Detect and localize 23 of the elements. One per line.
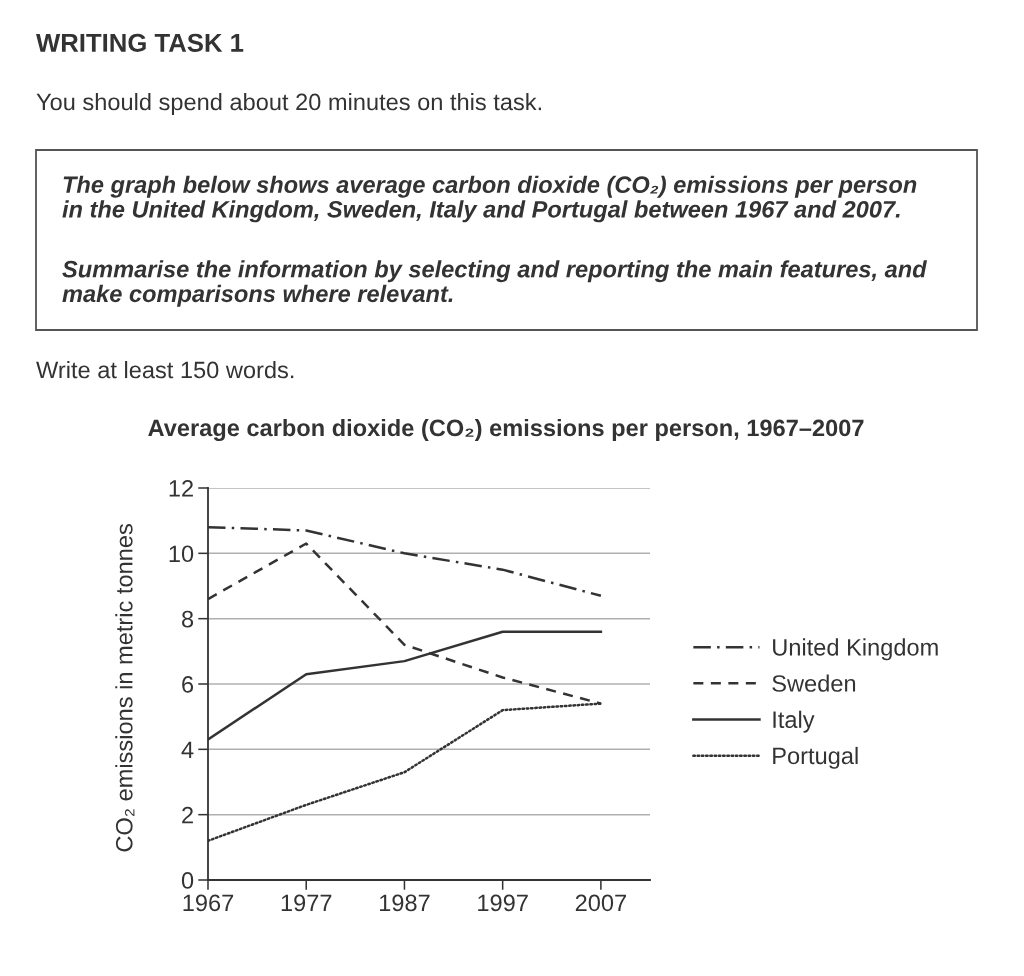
text: Write at least 150 words. [36,360,294,379]
text: The graph below shows average carbon dioxide (CO₂) emissions per person in the United Kingdom, Sweden, Italy and Portugal between 1967 and 2007. [62,175,917,223]
text: WRITING TASK 1 [36,33,244,52]
y-tick-label: 10 [169,545,194,563]
legend-label: Portugal [773,746,858,769]
y-tick-label: 2 [182,806,193,824]
legend-label: Sweden [772,674,856,692]
x-tick-label: 1977 [281,894,332,912]
text: You should spend about 20 minutes on this task. [36,93,541,116]
x-tick-label: 1997 [478,894,528,912]
chart-title: Average carbon dioxide (CO₂) emissions per person, 1967–2007 [148,418,864,442]
y-tick-label: 4 [181,741,194,758]
legend-label: United Kingdom [773,638,938,661]
x-tick-label: 1987 [379,894,430,912]
legend-label: Italy [773,710,815,733]
x-tick-label: 2007 [575,894,626,912]
y-tick-label: 8 [182,610,194,628]
y-axis-title: CO₂ emissions in metric tonnes [115,524,135,852]
y-tick-label: 12 [169,480,193,497]
y-tick-label: 6 [182,676,194,693]
x-tick-label: 1967 [183,894,234,912]
y-tick-label: 0 [181,872,194,889]
text: Summarise the information by selecting and reporting the main features, and make comparisons where relevant. [62,260,927,307]
